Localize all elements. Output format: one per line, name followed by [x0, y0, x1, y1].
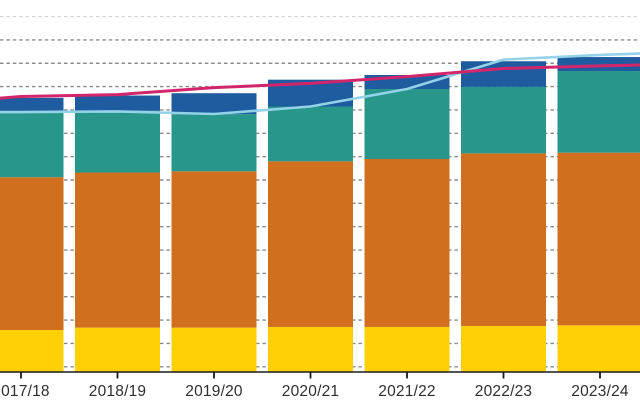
x-axis-label: 2017/18 — [0, 383, 50, 400]
light-blue-line — [0, 52, 640, 116]
orange-segment[interactable] — [461, 153, 546, 327]
x-axis-label: 2018/19 — [89, 383, 146, 400]
blue-segment[interactable] — [75, 95, 160, 111]
blue-segment[interactable] — [171, 93, 257, 115]
bar-2020-21 — [268, 79, 353, 372]
bar-2023-24 — [557, 57, 640, 372]
x-axis-label: 2021/22 — [378, 383, 435, 400]
yellow-segment[interactable] — [268, 326, 353, 372]
yellow-segment[interactable] — [557, 325, 640, 372]
bar-2022-23 — [461, 61, 546, 372]
yellow-segment[interactable] — [0, 330, 64, 372]
lines-layer — [0, 52, 640, 116]
teal-segment[interactable] — [557, 71, 640, 153]
orange-segment[interactable] — [171, 171, 257, 328]
x-axis-label: 2023/24 — [571, 383, 629, 400]
blue-segment[interactable] — [0, 97, 64, 112]
yellow-segment[interactable] — [75, 327, 160, 372]
bar-2017-18 — [0, 97, 64, 372]
bar-2021-22 — [364, 75, 450, 372]
bar-2018-19 — [75, 95, 160, 372]
teal-segment[interactable] — [171, 114, 257, 172]
yellow-segment[interactable] — [171, 327, 257, 372]
teal-segment[interactable] — [364, 89, 450, 159]
x-axis-label: 2022/23 — [475, 383, 532, 400]
orange-segment[interactable] — [364, 158, 450, 327]
yellow-segment[interactable] — [364, 326, 450, 372]
teal-segment[interactable] — [75, 110, 160, 173]
pink-line — [0, 63, 640, 100]
x-axis-label: 2019/20 — [185, 383, 243, 400]
axis-layer: 2017/18 2018/19 2019/20 2020/21 2021/22 2022/… — [0, 371, 640, 400]
orange-segment[interactable] — [75, 172, 160, 328]
orange-segment[interactable] — [557, 152, 640, 326]
bar-2019-20 — [171, 93, 257, 372]
orange-segment[interactable] — [268, 161, 353, 327]
teal-segment[interactable] — [268, 106, 353, 162]
orange-segment[interactable] — [0, 177, 64, 331]
bars-layer — [0, 57, 640, 372]
teal-segment[interactable] — [461, 86, 546, 154]
yellow-segment[interactable] — [461, 326, 546, 372]
blue-segment[interactable] — [461, 61, 546, 87]
teal-segment[interactable] — [0, 111, 64, 178]
x-axis-label: 2020/21 — [282, 383, 339, 400]
